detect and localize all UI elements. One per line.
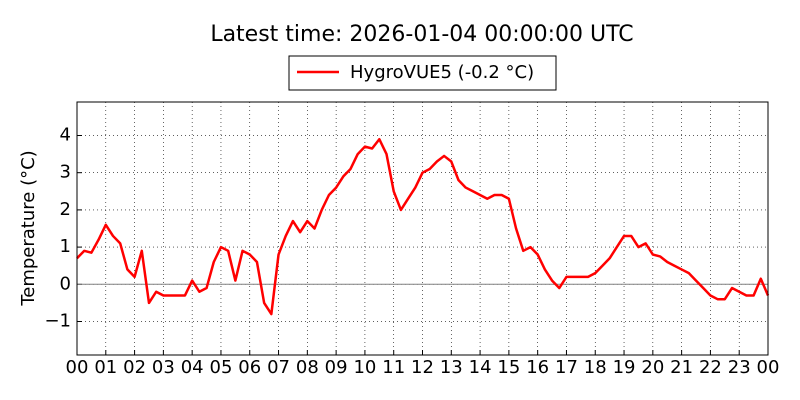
y-tick-label: 2 — [60, 199, 71, 220]
x-tick-label: 06 — [238, 357, 261, 378]
x-tick-label: 02 — [123, 357, 146, 378]
y-tick-label: 1 — [60, 236, 71, 257]
x-tick-label: 17 — [555, 357, 578, 378]
x-tick-label: 05 — [210, 357, 233, 378]
x-tick-label: 12 — [411, 357, 434, 378]
chart-title: Latest time: 2026-01-04 00:00:00 UTC — [210, 22, 633, 47]
x-tick-label: 13 — [440, 357, 463, 378]
line — [76, 137, 770, 316]
x-tick-label: 10 — [353, 357, 376, 378]
y-axis-label: Temperature (°C) — [18, 150, 39, 306]
x-tick-label: 00 — [66, 357, 89, 378]
y-tick-label: 3 — [60, 162, 71, 183]
x-tick-label: 03 — [152, 357, 175, 378]
x-tick-label: 23 — [728, 357, 751, 378]
legend-label: HygroVUE5 (-0.2 °C) — [350, 62, 534, 83]
x-tick-label: 22 — [699, 357, 722, 378]
x-tick-label: 15 — [497, 357, 520, 378]
y-tick-label: 4 — [60, 124, 71, 145]
x-tick-label: 04 — [181, 357, 204, 378]
x-tick-label: 00 — [757, 357, 780, 378]
x-tick-label: 20 — [641, 357, 664, 378]
x-tick-label: 21 — [670, 357, 693, 378]
x-tick-label: 08 — [296, 357, 319, 378]
x-tick-label: 16 — [526, 357, 549, 378]
x-tick-label: 01 — [94, 357, 117, 378]
y-tick-label: −1 — [44, 311, 71, 332]
x-tick-label: 11 — [382, 357, 405, 378]
y-tick-label: 0 — [60, 273, 71, 294]
x-tick-label: 14 — [469, 357, 492, 378]
x-tick-label: 07 — [267, 357, 290, 378]
plot-frame — [76, 101, 769, 356]
x-tick-label: 09 — [325, 357, 348, 378]
x-tick-label: 19 — [613, 357, 636, 378]
x-tick-label: 18 — [584, 357, 607, 378]
